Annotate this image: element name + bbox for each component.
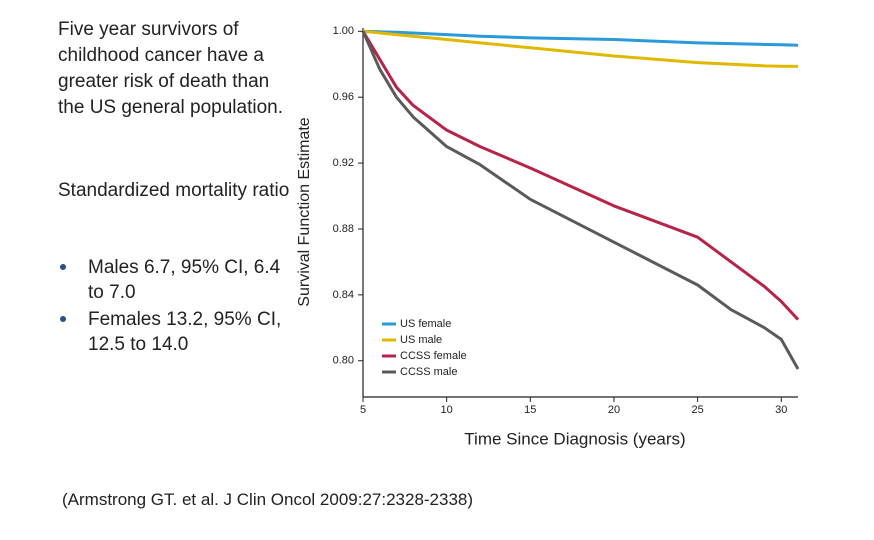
- bullet: Males 6.7, 95% CI, 6.4 to 7.0: [58, 255, 288, 305]
- legend-label: US female: [400, 318, 451, 330]
- line-series: [361, 30, 800, 321]
- subheading: Standardized mortality ratio: [58, 180, 290, 201]
- x-tick-label: 20: [608, 404, 620, 416]
- y-tick-label: 0.84: [333, 289, 354, 301]
- y-tick-label: 0.96: [333, 91, 354, 103]
- x-tick-label: 10: [441, 404, 453, 416]
- line-series: [362, 29, 799, 47]
- y-tick-label: 1.00: [333, 25, 354, 37]
- citation: (Armstrong GT. et al. J Clin Oncol 2009:…: [62, 490, 474, 509]
- chart: Time Since Diagnosis (years) Survival Fu…: [296, 25, 800, 448]
- y-tick-label: 0.80: [333, 355, 354, 367]
- line-series: [362, 29, 799, 68]
- x-tick-label: 5: [360, 404, 366, 416]
- y-tick-label: 0.88: [333, 223, 354, 235]
- bullet: Females 13.2, 95% CI, 12.5 to 14.0: [58, 307, 288, 357]
- legend-label: CCSS female: [400, 350, 467, 362]
- bullet-list: Males 6.7, 95% CI, 6.4 to 7.0 Females 13…: [58, 255, 288, 359]
- x-axis-label: Time Since Diagnosis (years): [464, 429, 685, 448]
- legend-label: US male: [400, 334, 442, 346]
- x-tick-label: 15: [524, 404, 536, 416]
- x-tick-label: 30: [775, 404, 787, 416]
- y-tick-label: 0.92: [333, 157, 354, 169]
- y-axis-label: Survival Function Estimate: [296, 117, 313, 307]
- x-tick-label: 25: [691, 404, 703, 416]
- legend-label: CCSS male: [400, 366, 457, 378]
- line-series: [361, 30, 800, 370]
- heading: Five year survivors of childhood cancer …: [58, 19, 283, 118]
